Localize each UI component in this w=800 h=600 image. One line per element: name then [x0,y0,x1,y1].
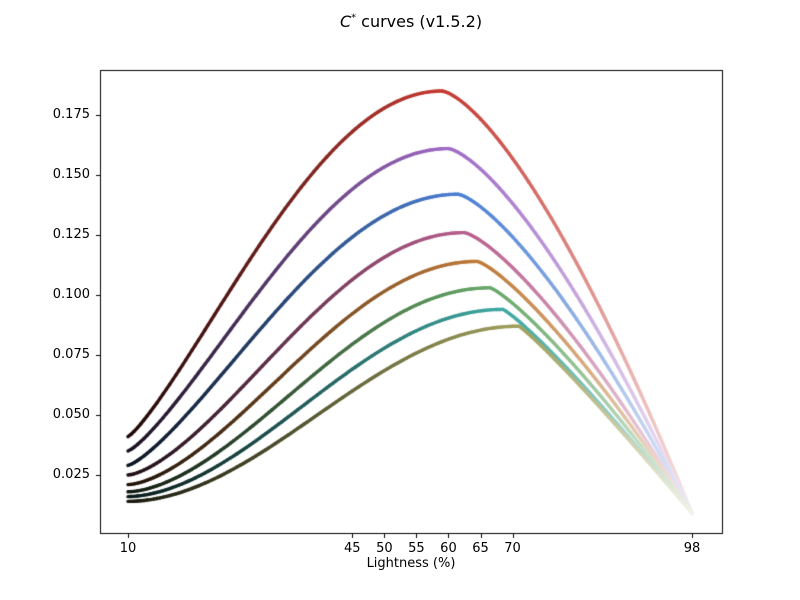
y-tick-label: 0.025 [52,467,90,482]
x-tick-label: 10 [119,541,137,556]
x-tick-label: 98 [683,541,701,556]
title-math-variable: C [339,12,352,31]
x-tick-label: 45 [344,541,361,556]
x-tick-label: 50 [376,541,393,556]
y-tick-label: 0.175 [52,107,90,122]
x-tick-label: 65 [472,541,489,556]
y-tick-label: 0.100 [52,287,90,302]
x-tick-label: 70 [504,541,521,556]
x-tick-label: 55 [408,541,425,556]
x-axis-label: Lightness (%) [366,556,456,571]
y-tick-label: 0.150 [52,167,90,182]
y-tick-label: 0.050 [52,407,90,422]
title-superscript: * [351,12,357,24]
title-text: curves (v1.5.2) [356,12,483,31]
x-tick-label: 60 [440,541,457,556]
y-tick-label: 0.125 [52,227,90,242]
chart-title: C* curves (v1.5.2) [100,12,722,31]
y-tick-label: 0.075 [52,347,90,362]
